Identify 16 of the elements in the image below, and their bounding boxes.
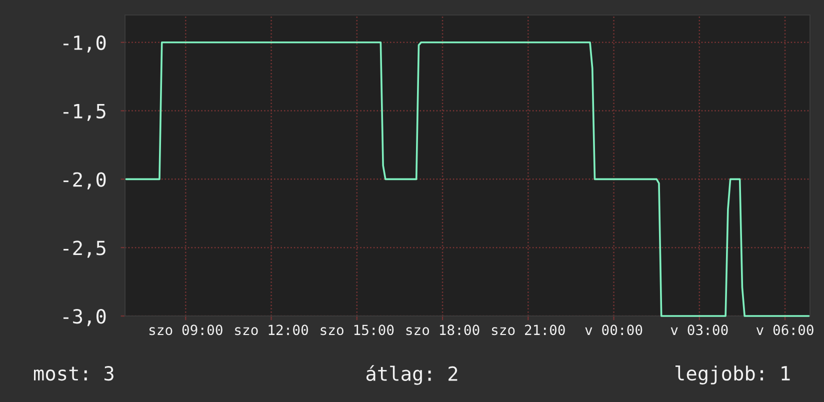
y-tick-label: -2,0: [64, 172, 106, 190]
text: legjobb: 1: [675, 365, 790, 385]
x-tick-label: szo 09:00: [149, 324, 222, 336]
x-tick-label: v 03:00: [670, 324, 728, 336]
y-tick-label: -1,5: [64, 104, 106, 121]
y-tick-label: -1,0: [64, 35, 106, 53]
x-tick-label: szo 15:00: [320, 324, 394, 336]
x-tick-label: v 06:00: [756, 324, 814, 336]
y-tick-label: -3,0: [64, 309, 106, 326]
text: átlag: 2: [366, 365, 458, 385]
x-tick-label: szo 12:00: [235, 324, 308, 336]
y-tick-label: -2,5: [64, 240, 106, 258]
x-tick-label: szo 21:00: [492, 324, 565, 336]
x-tick-label: szo 18:00: [406, 324, 480, 336]
text: most: 3: [34, 366, 114, 381]
x-tick-label: v 00:00: [585, 324, 642, 336]
